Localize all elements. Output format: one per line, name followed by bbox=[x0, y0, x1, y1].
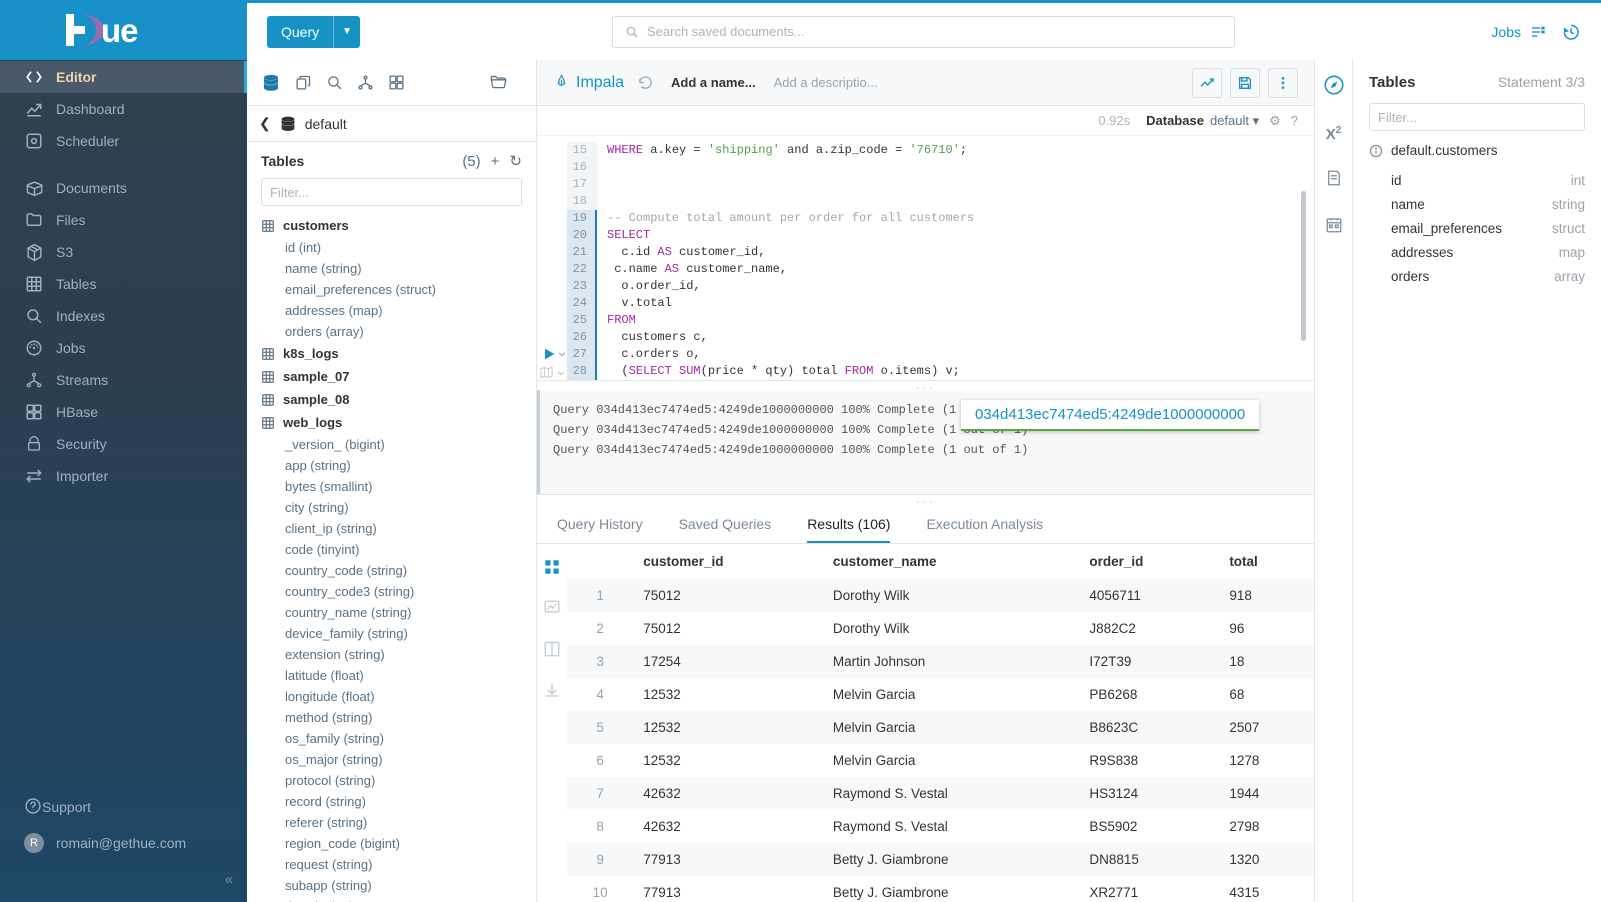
svg-text:ue: ue bbox=[101, 12, 138, 48]
